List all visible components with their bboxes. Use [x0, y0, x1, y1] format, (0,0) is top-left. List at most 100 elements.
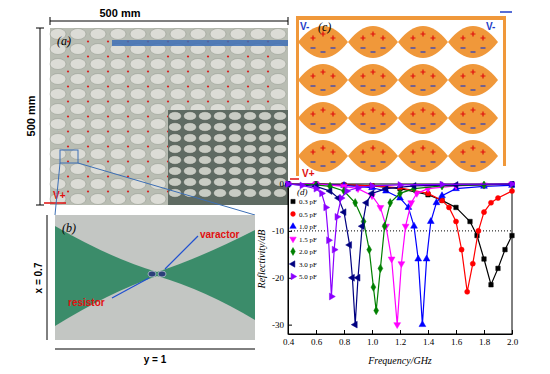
plus-sign [361, 74, 366, 79]
data-point [378, 264, 383, 272]
minus-sign [421, 127, 426, 128]
plot-area [285, 181, 515, 329]
x-axis: 0.40.60.81.01.21.41.61.82.0 [283, 330, 519, 347]
legend-marker [291, 212, 296, 217]
minus-sign [311, 47, 316, 48]
data-point [440, 198, 444, 202]
bias-dot [167, 70, 169, 72]
component-label: resistor [68, 297, 105, 308]
data-point [351, 321, 357, 328]
x-tick-mark [344, 330, 345, 334]
bias-dot [267, 100, 269, 102]
dimension-line [50, 21, 288, 22]
plus-sign [461, 112, 466, 117]
bias-dot [267, 55, 269, 57]
patch [250, 89, 266, 100]
data-point [353, 199, 358, 207]
minus-sign [381, 47, 386, 48]
bias-dot [67, 145, 69, 147]
plus-sign [411, 74, 416, 79]
data-point [398, 262, 405, 268]
legend-marker [291, 273, 297, 279]
x-tick: 1.4 [423, 330, 435, 347]
panel-label: (d) [297, 187, 308, 197]
x-tick-mark [456, 330, 457, 334]
bias-dot [127, 85, 129, 87]
zoom-line [55, 163, 60, 215]
data-point [398, 182, 404, 189]
minus-sign [321, 165, 326, 166]
patch [199, 123, 212, 132]
y-tick-label: -30 [272, 320, 284, 330]
x-tick-mark [484, 330, 485, 334]
bias-dot [87, 130, 89, 132]
bias-dot [67, 130, 69, 132]
patch [169, 123, 182, 132]
patch [274, 145, 287, 154]
patch [298, 102, 348, 134]
patch [244, 156, 257, 165]
data-point [346, 242, 352, 249]
dimension-line [55, 349, 255, 350]
component-label: varactor [200, 229, 240, 240]
dimension-end [50, 17, 51, 25]
patch [184, 167, 197, 176]
voltage-label: V- [300, 21, 309, 32]
x-tick-label: 0.4 [283, 337, 295, 347]
patch [169, 112, 182, 121]
plus-sign [371, 146, 376, 151]
data-point [427, 218, 434, 224]
minus-sign [481, 123, 486, 124]
plot-background [288, 184, 512, 334]
zoom-box [60, 150, 78, 163]
legend-label: 5.0 pF [299, 273, 317, 281]
minus-sign [361, 123, 366, 124]
bias-dot [87, 85, 89, 87]
minus-sign [321, 89, 326, 90]
plus-sign [311, 74, 316, 79]
x-tick-mark [316, 330, 317, 334]
patch [130, 164, 146, 175]
patch [270, 89, 286, 100]
patch [274, 189, 287, 198]
voltage-label: V+ [53, 190, 66, 201]
patch [259, 156, 272, 165]
patch [90, 104, 106, 115]
patch [70, 89, 86, 100]
patch [110, 59, 126, 70]
patch [130, 104, 146, 115]
patch [169, 145, 182, 154]
data-point [354, 274, 360, 281]
patch [70, 59, 86, 70]
bias-dot [67, 115, 69, 117]
series-line [288, 184, 512, 311]
patch [169, 134, 182, 143]
patch [348, 140, 398, 172]
patch [70, 104, 86, 115]
patch [110, 149, 126, 160]
x-tick: 0.6 [311, 330, 323, 347]
patch [270, 29, 286, 40]
minus-sign [471, 51, 476, 52]
patch [398, 140, 448, 172]
data-point [459, 247, 464, 252]
data-point [394, 323, 401, 329]
data-point [388, 257, 395, 263]
data-point [419, 321, 426, 327]
legend-marker [290, 223, 296, 229]
plus-sign [471, 32, 476, 37]
patch [250, 74, 266, 85]
plus-sign [461, 150, 466, 155]
y-tick: -30 [272, 320, 292, 330]
patch [230, 29, 246, 40]
patch [50, 89, 66, 100]
bias-dot [67, 100, 69, 102]
bias-dot [187, 55, 189, 57]
y-axis-title: Reflectivity/dB [256, 230, 267, 290]
data-point [482, 257, 486, 261]
minus-sign [461, 123, 466, 124]
bias-line [112, 40, 288, 46]
bias-dot [147, 115, 149, 117]
patch [70, 194, 86, 205]
dimension-label: x = 0.7 [33, 262, 44, 293]
